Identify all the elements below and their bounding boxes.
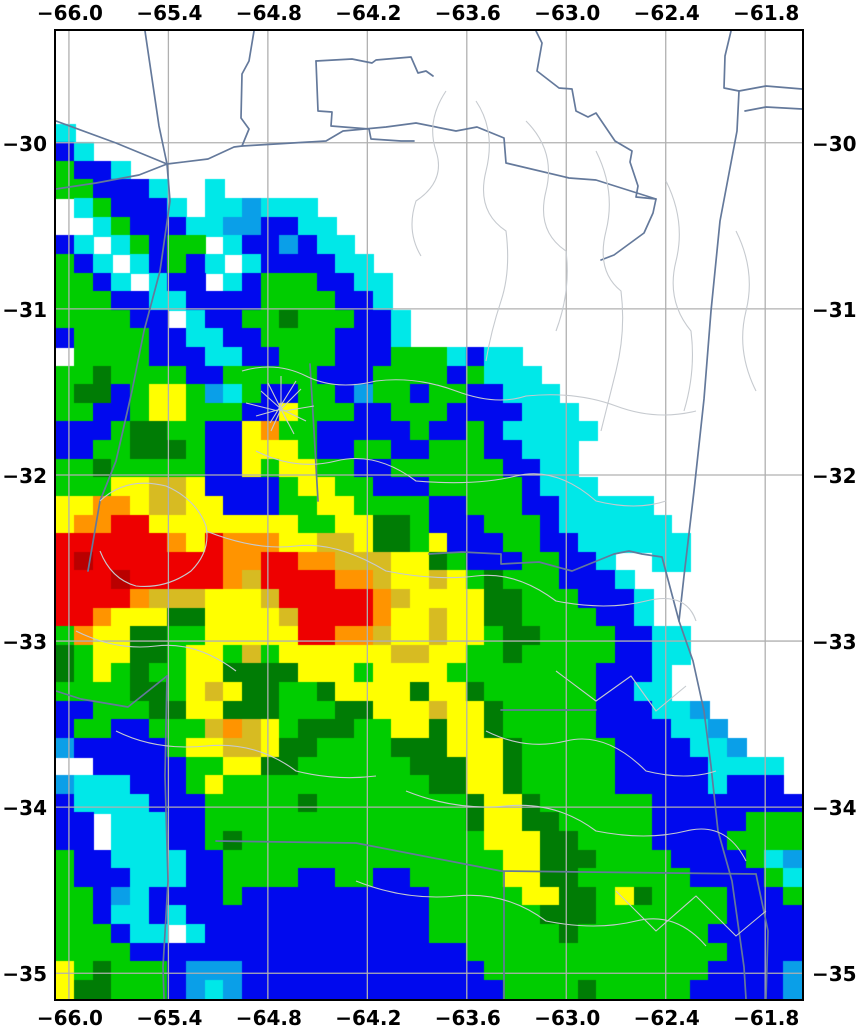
x-tick-label-top: −63.6: [434, 1, 501, 25]
y-tick-label-left: −34: [2, 796, 47, 821]
x-tick-label-top: −66.0: [36, 1, 103, 25]
x-tick-label-bottom: −61.8: [733, 1006, 800, 1030]
x-tick-label-top: −64.8: [235, 1, 302, 25]
x-tick-label-bottom: −63.0: [534, 1006, 601, 1030]
y-tick-label-left: −31: [2, 297, 47, 322]
x-tick-label-bottom: −66.0: [36, 1006, 103, 1030]
x-tick-label-top: −64.2: [335, 1, 402, 25]
y-tick-label-left: −30: [2, 131, 47, 156]
x-tick-label-top: −61.8: [733, 1, 800, 25]
y-tick-label-right: −30: [812, 131, 857, 156]
x-tick-label-top: −62.4: [633, 1, 700, 25]
x-tick-label-bottom: −63.6: [434, 1006, 501, 1030]
x-tick-label-bottom: −65.4: [136, 1006, 203, 1030]
x-tick-label-bottom: −62.4: [633, 1006, 700, 1030]
y-tick-label-right: −32: [812, 463, 857, 488]
y-tick-label-right: −31: [812, 297, 857, 322]
x-tick-label-top: −65.4: [136, 1, 203, 25]
y-tick-label-left: −33: [2, 630, 47, 655]
plot-area: [54, 29, 805, 1002]
precipitation-raster: [56, 31, 803, 1000]
x-tick-label-bottom: −64.8: [235, 1006, 302, 1030]
y-tick-label-right: −34: [812, 796, 857, 821]
x-tick-label-top: −63.0: [534, 1, 601, 25]
y-tick-label-right: −33: [812, 630, 857, 655]
y-tick-label-left: −32: [2, 463, 47, 488]
x-tick-label-bottom: −64.2: [335, 1006, 402, 1030]
y-tick-label-left: −35: [2, 962, 47, 987]
y-tick-label-right: −35: [812, 962, 857, 987]
